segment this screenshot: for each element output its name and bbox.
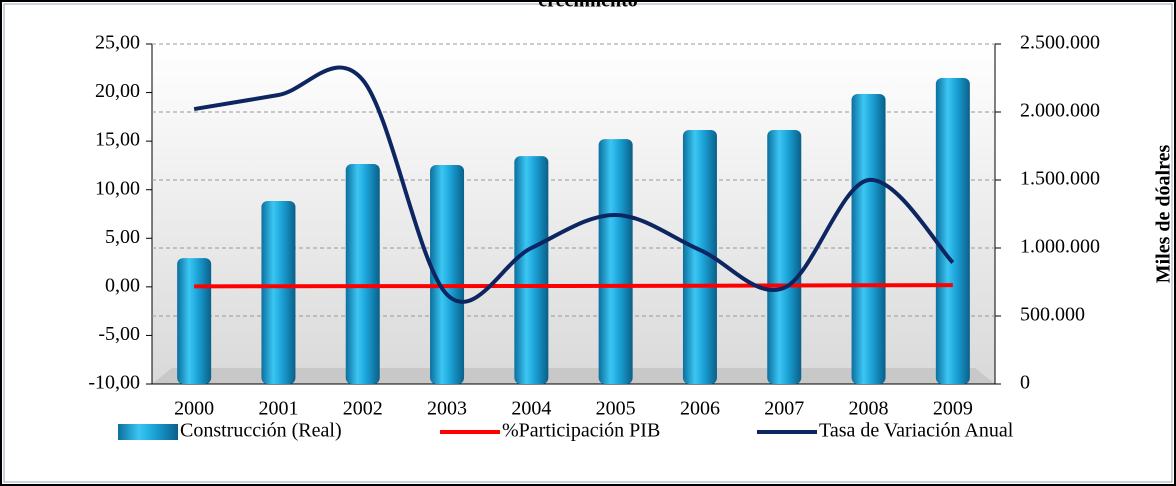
bar	[345, 163, 380, 384]
y2-tick-label: 500.000	[1020, 304, 1085, 326]
line	[194, 283, 953, 289]
x-tick-label: 2000	[174, 398, 214, 420]
line	[193, 65, 955, 304]
y2-tick-label: 2.000.000	[1020, 100, 1100, 122]
x-tick-label: 2007	[764, 398, 804, 420]
bar	[598, 139, 633, 384]
y-tick-label: 25,00	[95, 32, 140, 54]
bar	[177, 258, 212, 384]
bar	[851, 94, 886, 384]
x-tick-label: 2006	[680, 398, 720, 420]
legend-label: %Participación PIB	[502, 420, 660, 442]
bar	[514, 156, 549, 384]
y-tick-label: 5,00	[105, 226, 140, 248]
x-tick-label: 2003	[427, 398, 467, 420]
y2-axis-label: Miles de dóalres	[1153, 145, 1175, 284]
x-tick-label: 2001	[258, 398, 298, 420]
y2-tick-label: 1.500.000	[1020, 168, 1100, 190]
x-tick-label: 2002	[343, 398, 383, 420]
legend-label: Construcción (Real)	[180, 420, 342, 442]
y-tick-label: -10,00	[88, 372, 140, 394]
y-tick-label: 10,00	[95, 177, 140, 199]
y-tick-label: 0,00	[105, 274, 140, 296]
bar	[261, 200, 296, 384]
x-tick-label: 2004	[511, 398, 551, 420]
legend-swatch	[118, 424, 178, 440]
chart-title: crecimiento	[538, 0, 638, 12]
y-tick-label: -5,00	[98, 323, 140, 345]
x-tick-label: 2009	[933, 398, 973, 420]
bar	[682, 129, 717, 384]
bar	[430, 165, 465, 384]
bar	[935, 78, 970, 384]
y-tick-label: 20,00	[95, 80, 140, 102]
y2-tick-label: 2.500.000	[1020, 32, 1100, 54]
legend-label: Tasa de Variación Anual	[819, 420, 1014, 442]
x-tick-label: 2005	[596, 398, 636, 420]
inner-frame	[3, 3, 1173, 483]
y2-tick-label: 1.000.000	[1020, 236, 1100, 258]
y2-tick-label: 0	[1020, 372, 1030, 394]
x-tick-label: 2008	[849, 398, 889, 420]
y-tick-label: 15,00	[95, 129, 140, 151]
bar	[767, 129, 802, 384]
